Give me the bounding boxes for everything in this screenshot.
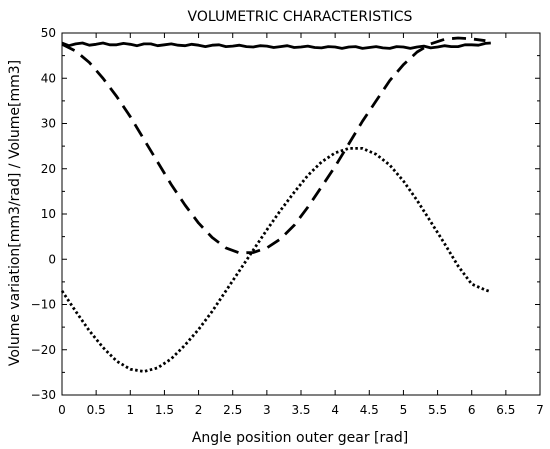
x-tick-label: 1 — [126, 403, 134, 417]
y-tick-label: 10 — [41, 207, 56, 221]
tick-layer: 0 0.5 1 1.5 2 2.5 3 3.5 4 4.5 5 5.5 6 6.5 7 −30 −20 −10 0 1… — [31, 26, 544, 417]
x-tick-label: 5.5 — [428, 403, 447, 417]
y-tick-label: 20 — [41, 162, 56, 176]
x-tick-label: 4 — [331, 403, 339, 417]
x-tick-label: 4.5 — [360, 403, 379, 417]
x-tick-label: 3 — [263, 403, 271, 417]
y-tick-label: 40 — [41, 71, 56, 85]
x-tick-label: 6 — [468, 403, 476, 417]
x-tick-label: 2 — [195, 403, 203, 417]
series-line-dashed — [61, 36, 486, 255]
x-tick-label: 7 — [536, 403, 544, 417]
series-layer — [60, 36, 492, 373]
y-tick-label: 30 — [41, 117, 56, 131]
y-axis-label: Volume variation[mm3/rad] / Volume[mm3] — [7, 60, 23, 366]
x-tick-label: 0.5 — [87, 403, 106, 417]
x-tick-label: 6.5 — [496, 403, 515, 417]
x-tick-label: 3.5 — [291, 403, 310, 417]
x-tick-label: 0 — [58, 403, 66, 417]
series-line-solid — [61, 41, 491, 50]
chart-title: VOLUMETRIC CHARACTERISTICS — [188, 9, 413, 25]
series-line-dotted — [60, 146, 492, 373]
y-tick-label: −20 — [31, 343, 56, 357]
y-tick-label: −10 — [31, 298, 56, 312]
x-tick-label: 2.5 — [223, 403, 242, 417]
x-tick-label: 1.5 — [155, 403, 174, 417]
y-tick-label: 50 — [41, 26, 56, 40]
x-axis-label: Angle position outer gear [rad] — [192, 430, 408, 446]
x-tick-label: 5 — [400, 403, 408, 417]
y-tick-label: −30 — [31, 388, 56, 402]
y-tick-label: 0 — [48, 252, 56, 266]
